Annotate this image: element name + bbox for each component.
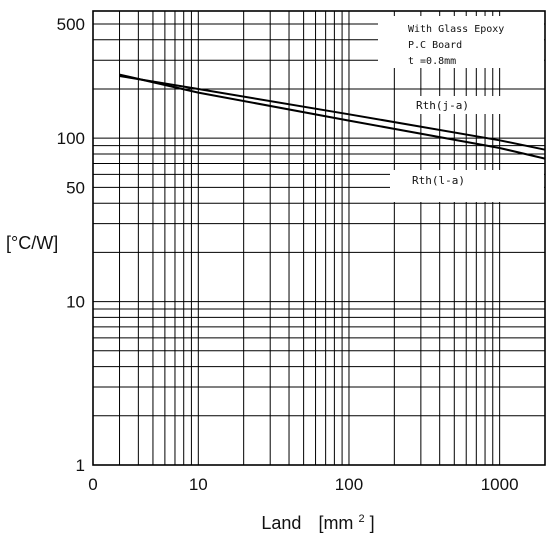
x-tick-label: 100 [335,475,363,494]
grid-layer [92,10,546,466]
legend-box: With Glass Epoxy P.C Board t =0.8mm [378,16,544,68]
y-tick-label: 100 [57,129,85,148]
y-tick-label: 10 [66,293,85,312]
series-label-rth-ja-background [412,96,502,114]
series-label-rth-la: Rth(l-a) [390,170,544,202]
series-label-rth-ja-text: Rth(j-a) [416,99,469,112]
series-line-rth-ja [119,75,546,151]
annotation-thickness: t =0.8mm [408,56,456,67]
x-tick-label: 10 [189,475,208,494]
x-axis-title: Land [mm 2 ] [261,506,374,533]
annotation-pc-board: P.C Board [408,40,462,51]
curve-layer [119,73,546,160]
annotation-glass-epoxy: With Glass Epoxy [408,24,504,35]
legend-box-background [378,16,544,68]
plot-frame [92,10,546,466]
y-tick-label: 50 [66,178,85,197]
x-axis-title-unit-superscript: 2 [358,513,364,525]
series-label-rth-la-background [390,170,544,202]
x-axis-title-name: Land [261,513,301,533]
series-label-rth-la-text: Rth(l-a) [412,174,465,187]
y-tick-label: 1 [76,456,85,475]
series-line-rth-la [119,73,546,160]
x-axis-title-unit: [mm [318,513,353,533]
series-label-rth-ja: Rth(j-a) [412,96,502,114]
x-tick-label: 1000 [481,475,519,494]
y-axis-title: [°C/W] [6,233,58,253]
x-tick-label: 0 [88,475,97,494]
y-tick-label: 500 [57,15,85,34]
tick-label-layer: 0 10 100 1000 1 10 50 100 500 [57,15,519,494]
x-axis-title-unit-close: ] [370,513,375,533]
